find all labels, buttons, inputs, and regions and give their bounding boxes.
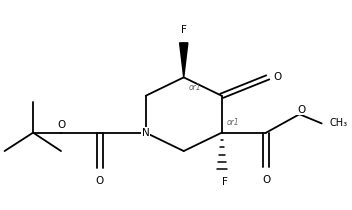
Text: N: N xyxy=(142,128,150,138)
Text: O: O xyxy=(297,105,305,115)
Text: O: O xyxy=(57,119,65,130)
Text: or1: or1 xyxy=(188,83,201,92)
Text: or1: or1 xyxy=(227,118,239,127)
Text: O: O xyxy=(273,72,281,82)
Text: F: F xyxy=(181,25,187,35)
Text: CH₃: CH₃ xyxy=(329,118,348,129)
Polygon shape xyxy=(180,43,188,77)
Text: F: F xyxy=(222,177,228,187)
Text: O: O xyxy=(262,175,270,185)
Text: O: O xyxy=(95,176,104,186)
